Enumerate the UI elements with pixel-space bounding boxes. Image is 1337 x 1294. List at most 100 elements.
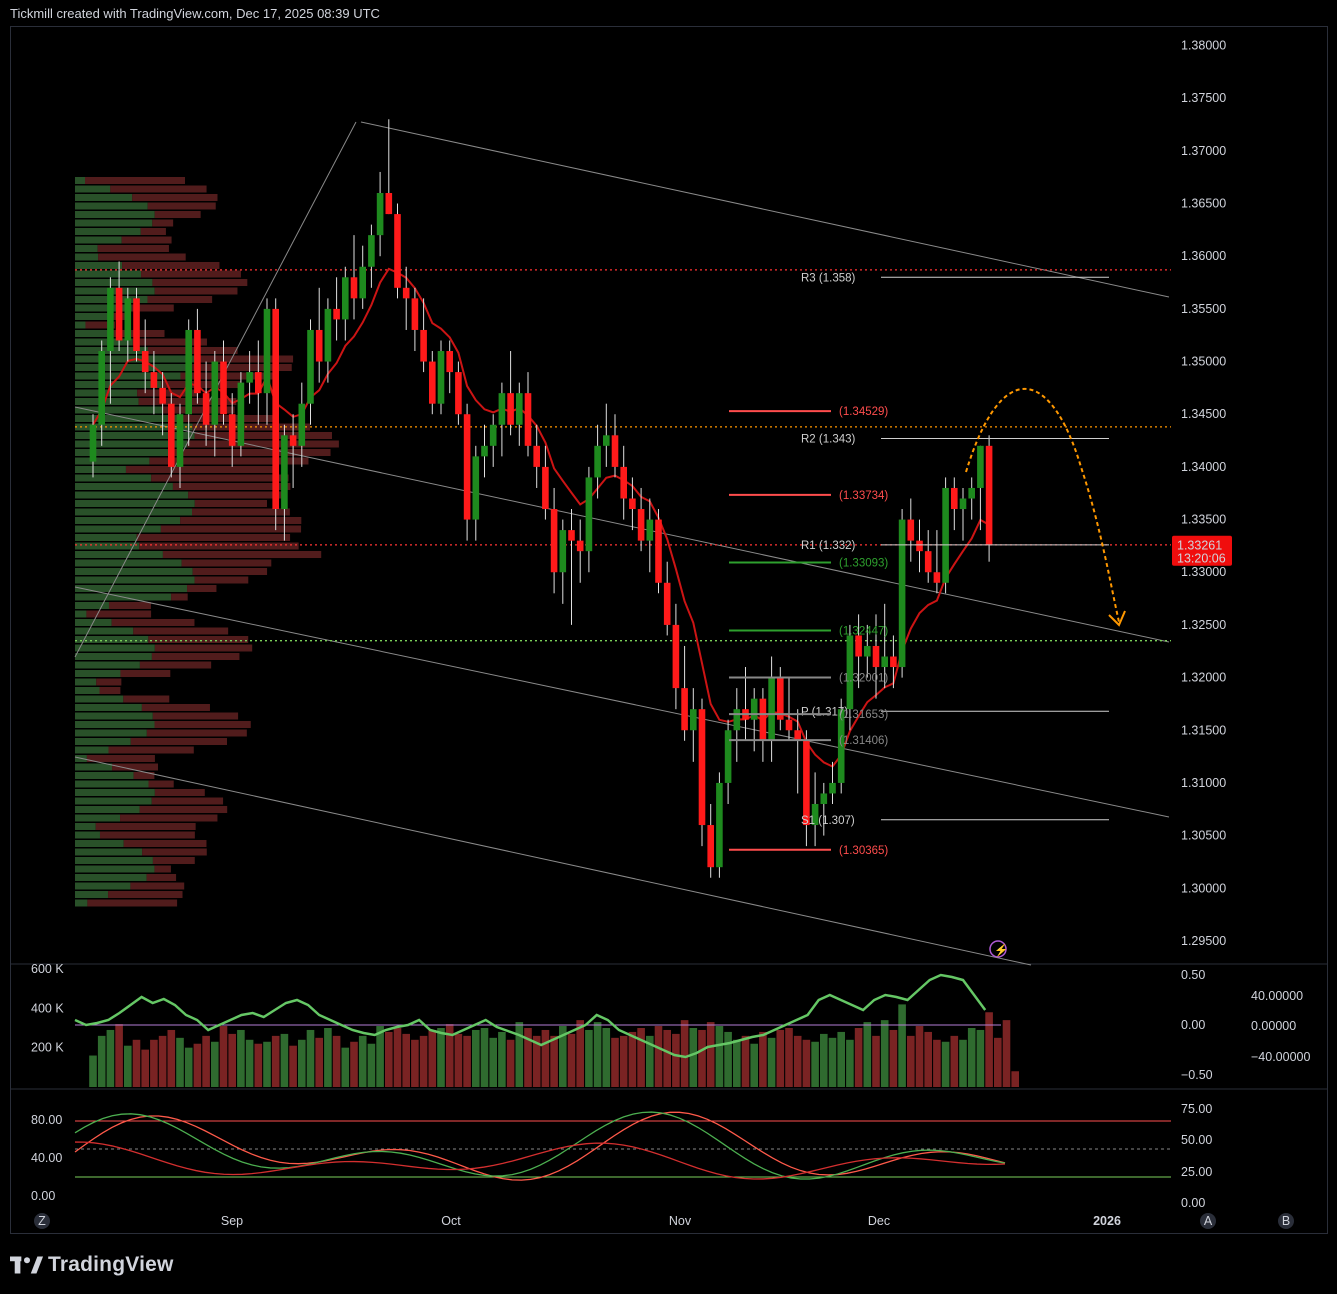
candle[interactable] — [315, 287, 323, 383]
candle[interactable] — [655, 509, 662, 594]
candle[interactable] — [481, 424, 488, 478]
candle[interactable] — [263, 298, 271, 425]
chart-svg[interactable]: R3 (1.358) R2 (1.343) R1 (1.332) P (1.317) S… — [11, 27, 1327, 1233]
candle[interactable] — [533, 424, 540, 488]
candle[interactable] — [429, 351, 436, 415]
candle[interactable] — [489, 414, 497, 467]
candle[interactable] — [150, 351, 158, 415]
candle[interactable] — [968, 477, 975, 520]
candle[interactable] — [159, 372, 166, 436]
candle[interactable] — [141, 319, 149, 394]
candle[interactable] — [455, 361, 462, 425]
candle[interactable] — [498, 382, 506, 457]
candle[interactable] — [98, 340, 105, 446]
candle[interactable] — [646, 498, 654, 573]
axis-button-b[interactable]: B — [1278, 1213, 1294, 1229]
candle[interactable] — [211, 351, 219, 457]
candle[interactable] — [881, 603, 888, 689]
candle[interactable] — [446, 340, 453, 394]
candle[interactable] — [985, 435, 993, 562]
candle[interactable] — [872, 614, 880, 699]
candle[interactable] — [394, 203, 401, 299]
candle[interactable] — [768, 656, 775, 762]
candle[interactable] — [115, 261, 123, 352]
candle[interactable] — [594, 424, 601, 499]
candle[interactable] — [176, 403, 184, 488]
candle[interactable] — [568, 509, 575, 625]
candle[interactable] — [202, 361, 210, 446]
candle[interactable] — [837, 698, 845, 794]
candle[interactable] — [89, 414, 97, 478]
candle[interactable] — [298, 382, 306, 467]
axis-button-circle[interactable] — [1200, 1213, 1216, 1229]
candle[interactable] — [794, 709, 801, 794]
candle[interactable] — [724, 719, 732, 804]
axis-button-z[interactable]: Z — [34, 1213, 50, 1229]
candle[interactable] — [629, 477, 636, 531]
candle[interactable] — [907, 498, 915, 562]
candle[interactable] — [951, 477, 958, 531]
candle[interactable] — [855, 614, 862, 689]
candle[interactable] — [846, 624, 854, 731]
candle[interactable] — [585, 466, 593, 573]
axis-button-circle[interactable] — [1278, 1213, 1294, 1229]
candle[interactable] — [707, 803, 714, 878]
candle[interactable] — [463, 403, 471, 541]
candle[interactable] — [272, 298, 279, 531]
candle[interactable] — [228, 393, 236, 467]
candle[interactable] — [620, 445, 627, 520]
candle[interactable] — [168, 393, 175, 478]
candle[interactable] — [933, 530, 941, 594]
candle[interactable] — [342, 266, 349, 341]
candle[interactable] — [185, 319, 192, 446]
candle[interactable] — [916, 519, 923, 573]
candle[interactable] — [307, 319, 314, 425]
axis-button-a[interactable]: A — [1200, 1213, 1216, 1229]
candle[interactable] — [402, 266, 410, 330]
candle[interactable] — [716, 772, 723, 878]
candle[interactable] — [559, 519, 567, 604]
candle[interactable] — [820, 782, 828, 836]
candle[interactable] — [611, 414, 619, 478]
candle[interactable] — [690, 688, 697, 762]
candle[interactable] — [959, 487, 967, 541]
candle[interactable] — [550, 487, 558, 594]
candle[interactable] — [281, 424, 288, 541]
candle[interactable] — [864, 624, 871, 678]
candle[interactable] — [576, 519, 584, 583]
candle[interactable] — [107, 277, 114, 404]
candle[interactable] — [368, 224, 375, 288]
candle[interactable] — [289, 414, 297, 488]
candle[interactable] — [194, 308, 201, 404]
candle[interactable] — [420, 298, 427, 373]
candle[interactable] — [220, 340, 227, 425]
lightning-alert-icon[interactable] — [989, 940, 1007, 958]
candle[interactable] — [733, 688, 741, 762]
candle[interactable] — [333, 277, 340, 341]
candle[interactable] — [924, 530, 932, 583]
candle[interactable] — [759, 688, 767, 762]
candle[interactable] — [376, 171, 384, 257]
candle[interactable] — [411, 287, 419, 352]
candle[interactable] — [324, 298, 332, 383]
candle[interactable] — [890, 635, 897, 689]
candle[interactable] — [811, 772, 819, 847]
candle[interactable] — [663, 561, 671, 636]
candle[interactable] — [898, 509, 906, 678]
candle[interactable] — [672, 603, 680, 710]
candle[interactable] — [637, 487, 645, 552]
candle[interactable] — [785, 677, 793, 741]
candle[interactable] — [237, 372, 245, 457]
chart-frame[interactable]: R3 (1.358) R2 (1.343) R1 (1.332) P (1.317) S… — [10, 26, 1328, 1234]
candle[interactable] — [359, 245, 366, 309]
candle[interactable] — [350, 235, 358, 320]
candle[interactable] — [942, 477, 949, 594]
candle[interactable] — [977, 445, 984, 531]
candle[interactable] — [385, 119, 393, 215]
candle[interactable] — [507, 351, 514, 436]
candle[interactable] — [133, 287, 140, 362]
candle[interactable] — [472, 445, 480, 541]
candle[interactable] — [681, 645, 688, 741]
candle[interactable] — [698, 698, 706, 847]
candle[interactable] — [246, 351, 253, 404]
